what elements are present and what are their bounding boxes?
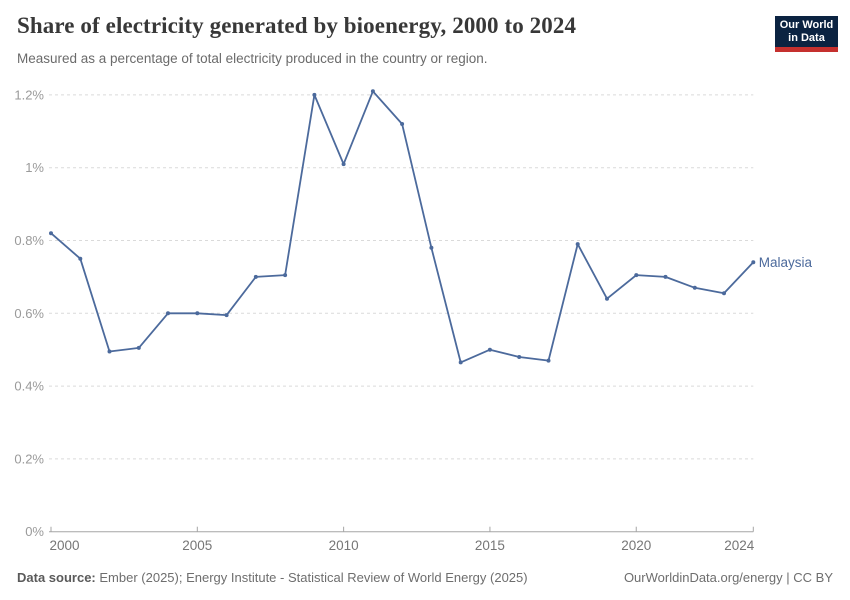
series-end-label[interactable]: Malaysia [759,255,813,270]
owid-logo-line2: in Data [788,32,825,44]
data-point[interactable] [166,311,170,316]
y-tick-label: 0% [25,524,44,539]
data-point[interactable] [692,285,697,290]
data-point[interactable] [312,92,317,97]
data-point[interactable] [429,245,434,250]
data-point[interactable] [253,274,258,279]
data-source-note: Data source: Ember (2025); Energy Instit… [17,570,528,585]
y-tick-label: 0.6% [14,306,44,321]
x-tick-label: 2000 [50,538,80,553]
x-tick-label: 2010 [329,538,359,553]
data-point[interactable] [49,231,53,236]
data-point[interactable] [370,89,375,94]
y-tick-label: 0.8% [14,233,44,248]
y-tick-label: 0.2% [14,451,44,466]
data-point[interactable] [546,358,551,363]
data-source-label: Data source: [17,570,96,585]
data-point[interactable] [400,122,405,126]
data-point[interactable] [487,347,492,352]
x-tick-label: 2024 [724,538,755,553]
data-point[interactable] [722,291,726,296]
data-source-text: Ember (2025); Energy Institute - Statist… [99,570,528,585]
x-tick-label: 2020 [621,538,651,553]
data-point[interactable] [78,256,83,261]
series-line-malaysia [50,90,755,364]
data-point[interactable] [136,345,141,350]
chart-subtitle: Measured as a percentage of total electr… [17,51,488,66]
y-tick-label: 1.2% [14,87,44,102]
data-point[interactable] [283,273,288,278]
x-tick-label: 2005 [182,538,212,553]
attribution-link[interactable]: OurWorldinData.org/energy | CC BY [623,570,833,585]
data-point[interactable] [517,355,522,359]
owid-logo-line1: Our World [779,19,834,31]
data-point[interactable] [575,242,580,247]
data-point[interactable] [224,313,229,318]
data-point[interactable] [195,311,200,316]
line-chart[interactable]: 0% 0.2% 0.4% 0.6% 0.8% 1% 1.2% 2000 2005 2010 2015… [0,80,850,560]
owid-logo[interactable]: Our World in Data [775,16,838,52]
data-point[interactable] [107,349,112,354]
y-tick-label: 0.4% [14,379,44,394]
page-title: Share of electricity generated by bioene… [17,13,577,38]
data-point[interactable] [634,273,639,278]
y-tick-label: 1% [25,160,44,175]
data-point[interactable] [458,360,463,365]
data-point[interactable] [663,274,668,279]
data-point[interactable] [605,296,609,301]
data-point[interactable] [341,162,346,167]
data-point[interactable] [751,260,756,265]
x-tick-label: 2015 [475,538,505,553]
